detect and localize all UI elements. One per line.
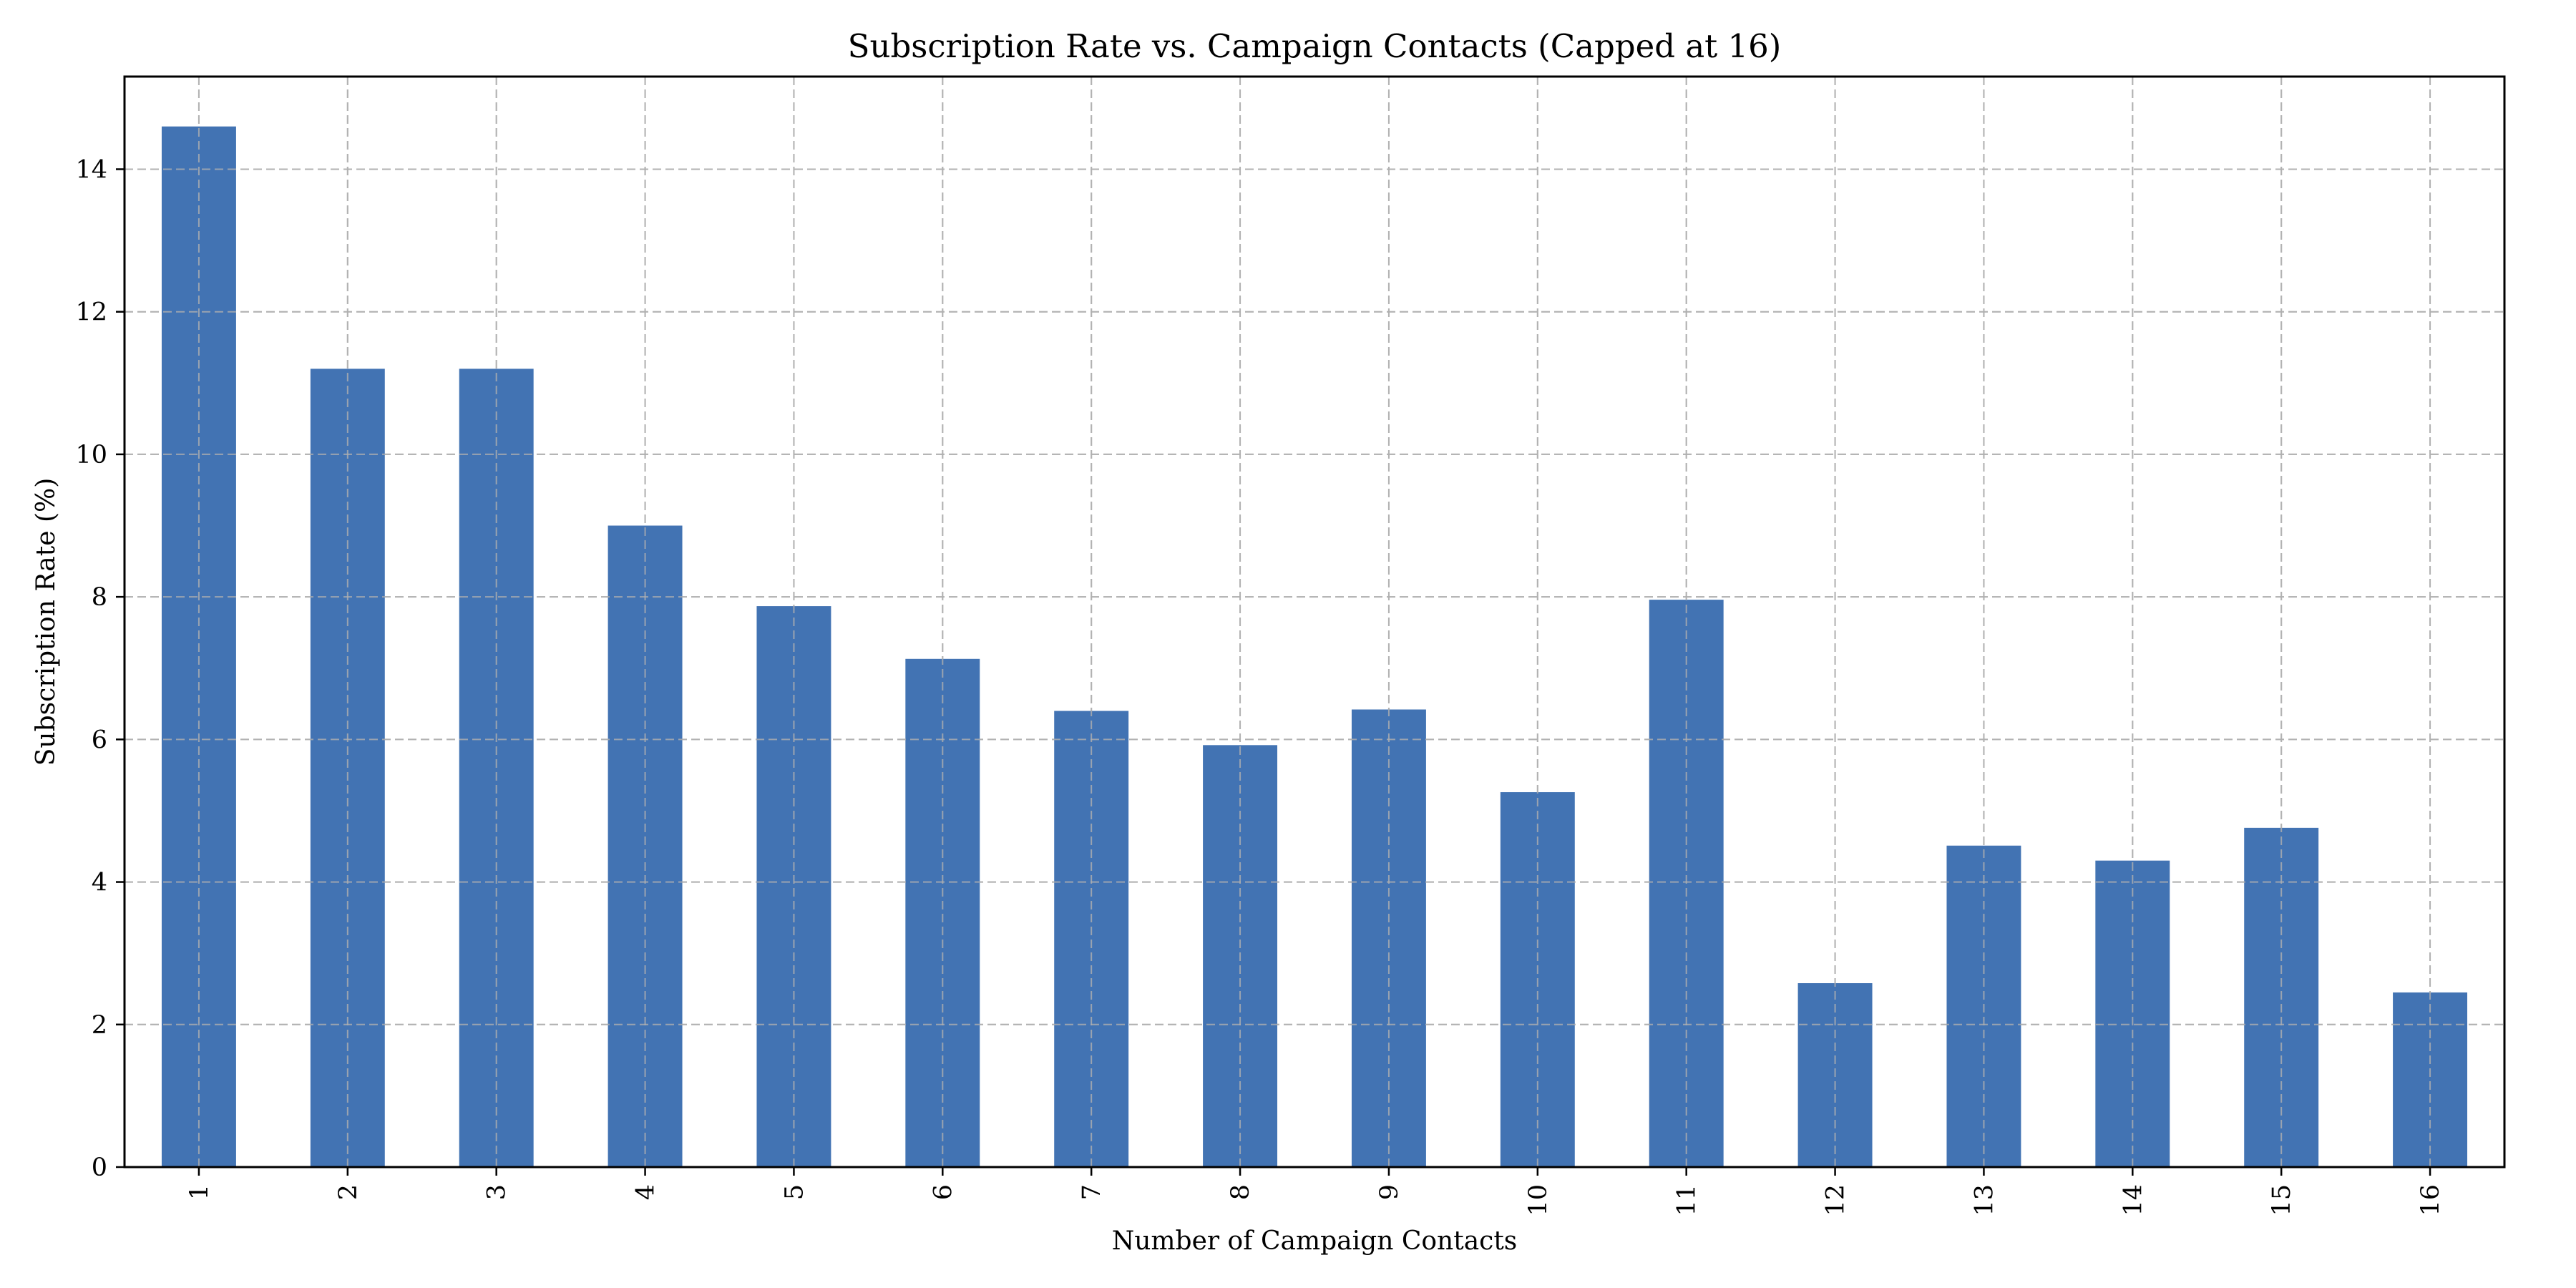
x-tick-label: 3 [483,1184,512,1200]
y-tick-label: 2 [92,1011,107,1040]
x-tick-label: 9 [1375,1184,1404,1200]
y-tick-label: 6 [92,726,107,754]
x-tick-label: 12 [1822,1184,1850,1216]
x-tick-label: 11 [1673,1184,1702,1216]
x-tick-label: 10 [1524,1184,1553,1216]
y-axis: 0 2 4 6 8 10 12 14 [75,155,125,1182]
y-tick-label: 0 [92,1153,107,1182]
x-tick-label: 2 [334,1184,363,1200]
x-tick-label: 4 [632,1184,660,1200]
x-tick-label: 13 [1970,1184,1999,1216]
y-tick-label: 10 [75,441,107,469]
y-tick-label: 14 [75,155,107,184]
x-tick-label: 7 [1078,1184,1106,1200]
x-tick-label: 16 [2416,1184,2445,1216]
x-tick-label: 8 [1226,1184,1255,1200]
y-tick-label: 12 [75,298,107,327]
x-tick-label: 5 [780,1184,809,1200]
y-tick-label: 8 [92,583,107,612]
y-axis-label: Subscription Rate (%) [31,478,61,766]
x-tick-label: 1 [185,1184,214,1200]
x-tick-label: 14 [2119,1184,2147,1216]
chart-title: Subscription Rate vs. Campaign Contacts … [848,27,1782,65]
x-tick-label: 6 [929,1184,957,1200]
bars [125,77,2504,1168]
x-tick-label: 15 [2268,1184,2296,1216]
y-tick-label: 4 [92,869,107,897]
x-axis-label: Number of Campaign Contacts [1112,1226,1518,1256]
x-axis: 1 2 3 4 5 6 7 8 9 10 11 12 13 14 15 16 [185,1167,2445,1216]
plot-frame [123,75,2506,1169]
bar-14 [2095,860,2170,1167]
